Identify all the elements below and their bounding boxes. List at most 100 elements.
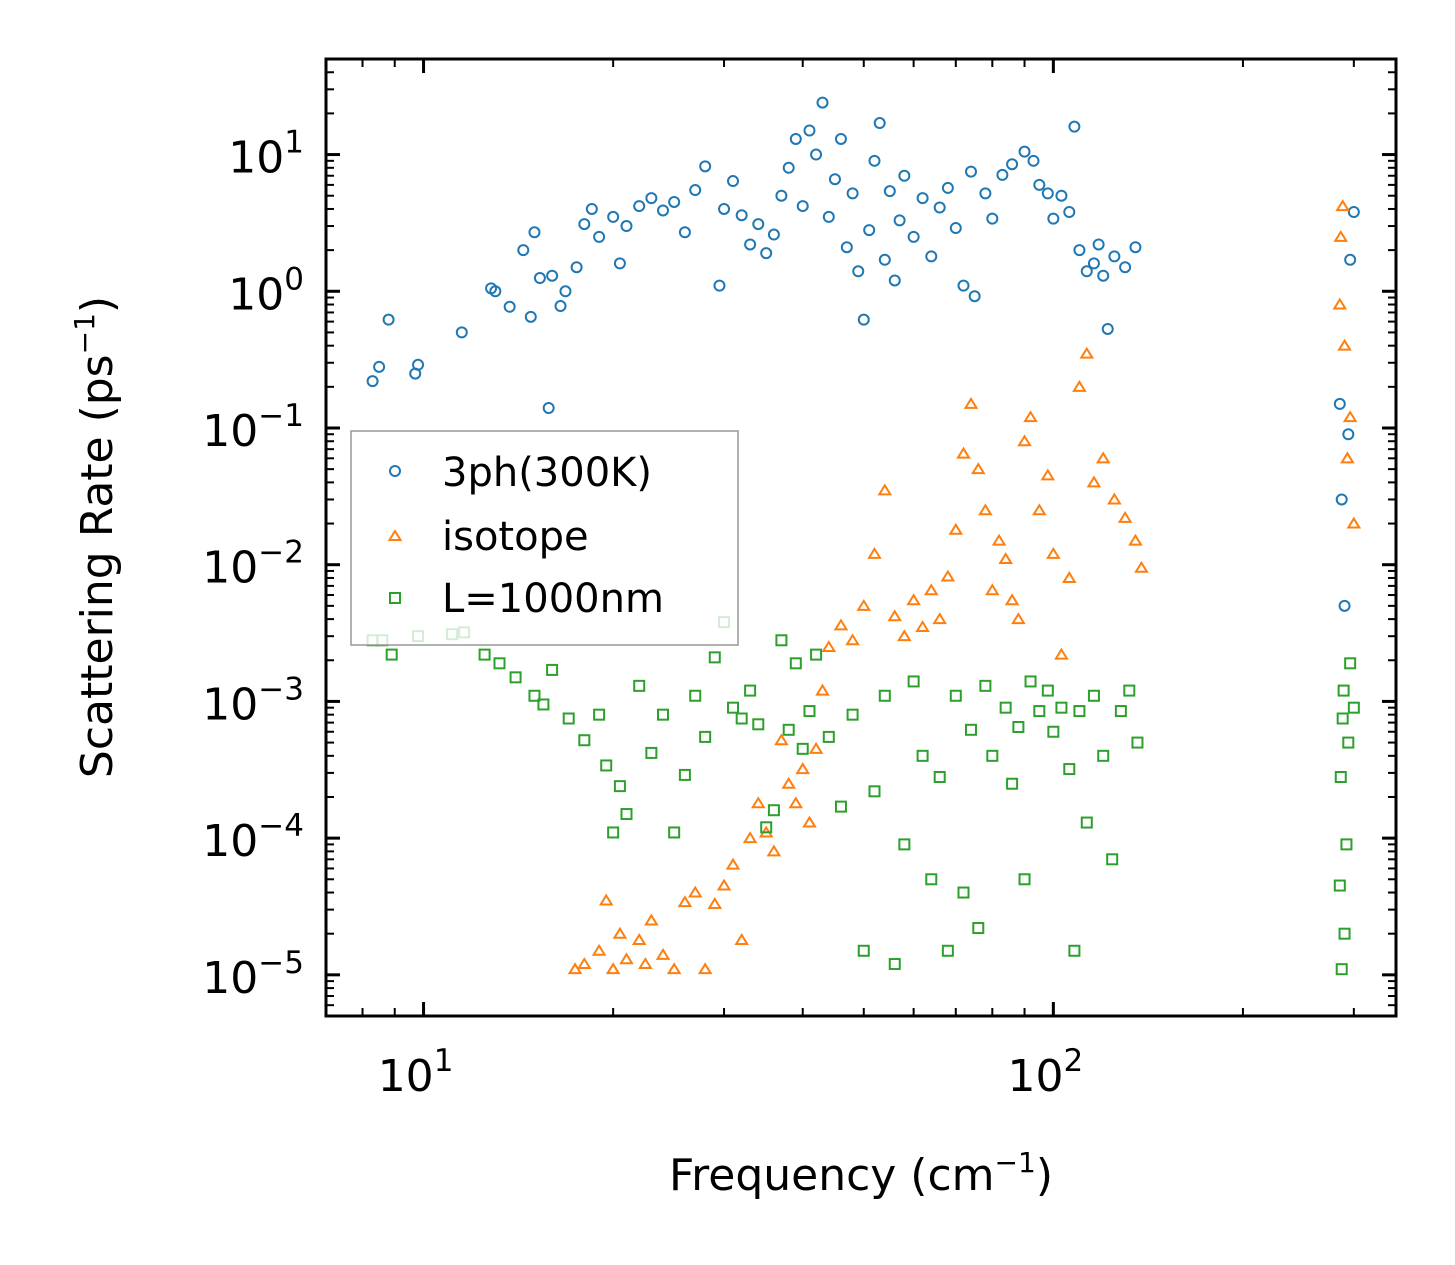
point-0-46: [822, 210, 835, 223]
point-2-58: [986, 749, 999, 762]
point-1-32: [845, 633, 860, 646]
point-1-6: [619, 952, 634, 965]
point-0-25: [645, 192, 658, 205]
point-1-23: [774, 733, 789, 746]
point-2-15: [600, 759, 613, 772]
point-2-37: [796, 742, 809, 755]
point-0-24: [633, 200, 646, 213]
point-0-10: [524, 310, 537, 323]
point-2-85: [1342, 736, 1355, 749]
point-2-79: [1334, 770, 1347, 783]
point-0-60: [898, 169, 911, 182]
point-0-59: [893, 214, 906, 227]
point-0-78: [1047, 212, 1060, 225]
point-0-56: [878, 253, 891, 266]
point-1-25: [788, 796, 804, 809]
point-1-66: [1128, 533, 1143, 546]
point-0-67: [957, 279, 970, 292]
x-axis-label: Frequency (cm−1): [669, 1146, 1053, 1201]
point-2-46: [888, 958, 901, 971]
point-2-71: [1080, 816, 1093, 829]
point-1-60: [1072, 379, 1087, 392]
point-2-56: [972, 922, 985, 935]
point-1-67: [1134, 560, 1149, 573]
point-0-34: [735, 209, 748, 222]
legend: 3ph(300K) isotope L=1000nm: [350, 430, 739, 646]
point-0-61: [907, 230, 920, 243]
point-1-33: [856, 598, 872, 611]
point-1-63: [1095, 451, 1111, 464]
point-2-53: [949, 689, 962, 702]
point-1-3: [598, 893, 614, 906]
point-1-5: [612, 926, 628, 939]
point-2-33: [767, 804, 780, 817]
point-0-54: [868, 154, 881, 167]
point-0-39: [775, 189, 788, 202]
point-2-64: [1033, 705, 1046, 718]
point-1-8: [638, 957, 653, 970]
point-1-71: [1337, 338, 1352, 351]
x-tick-label-1: 102: [1007, 1043, 1083, 1102]
point-0-85: [1092, 238, 1105, 251]
point-1-43: [948, 522, 964, 535]
point-2-21: [657, 708, 670, 721]
point-1-26: [795, 762, 811, 775]
point-0-71: [986, 212, 999, 225]
point-2-32: [760, 821, 773, 834]
point-2-14: [593, 708, 606, 721]
point-2-23: [678, 768, 691, 781]
point-2-13: [578, 734, 591, 747]
point-0-7: [489, 285, 502, 298]
point-2-81: [1336, 712, 1349, 725]
point-1-11: [666, 962, 682, 975]
point-2-2: [385, 648, 398, 661]
point-0-17: [570, 261, 583, 274]
point-2-54: [957, 886, 970, 899]
point-2-36: [789, 657, 802, 670]
point-2-74: [1106, 853, 1119, 866]
point-0-31: [713, 279, 726, 292]
y-tick-label-6: 10−5: [202, 945, 304, 1004]
point-1-44: [956, 446, 971, 459]
point-2-87: [1347, 701, 1360, 714]
point-0-8: [503, 300, 516, 313]
legend-label-isotope: isotope: [442, 514, 589, 560]
point-2-83: [1338, 927, 1351, 940]
point-1-58: [1054, 647, 1069, 660]
point-0-63: [925, 250, 938, 263]
point-2-45: [878, 689, 891, 702]
point-0-32: [718, 202, 731, 215]
point-2-49: [916, 749, 929, 762]
point-2-6: [478, 648, 491, 661]
point-0-70: [979, 187, 992, 200]
point-2-42: [846, 708, 859, 721]
point-1-48: [985, 583, 1000, 596]
point-1-59: [1062, 571, 1077, 583]
point-1-53: [1017, 434, 1032, 447]
point-0-76: [1033, 178, 1046, 191]
point-0-93: [1338, 599, 1351, 612]
point-2-80: [1335, 963, 1348, 976]
point-1-24: [781, 776, 796, 789]
point-0-96: [1347, 206, 1360, 219]
point-1-15: [707, 897, 723, 909]
point-0-66: [949, 222, 962, 235]
point-0-89: [1119, 261, 1132, 274]
point-0-94: [1342, 428, 1355, 441]
point-0-68: [964, 165, 977, 178]
point-0-38: [767, 228, 780, 241]
point-1-47: [978, 503, 993, 516]
legend-label-boundary: L=1000nm: [442, 576, 664, 622]
point-1-52: [1011, 612, 1026, 625]
point-0-2: [382, 313, 395, 326]
point-1-35: [877, 483, 893, 496]
point-0-79: [1055, 189, 1068, 202]
point-1-55: [1032, 503, 1047, 516]
point-2-11: [546, 663, 559, 676]
point-1-2: [591, 943, 607, 956]
point-1-64: [1107, 492, 1122, 505]
point-0-81: [1068, 120, 1081, 133]
point-2-75: [1114, 705, 1127, 718]
point-1-73: [1342, 410, 1358, 423]
